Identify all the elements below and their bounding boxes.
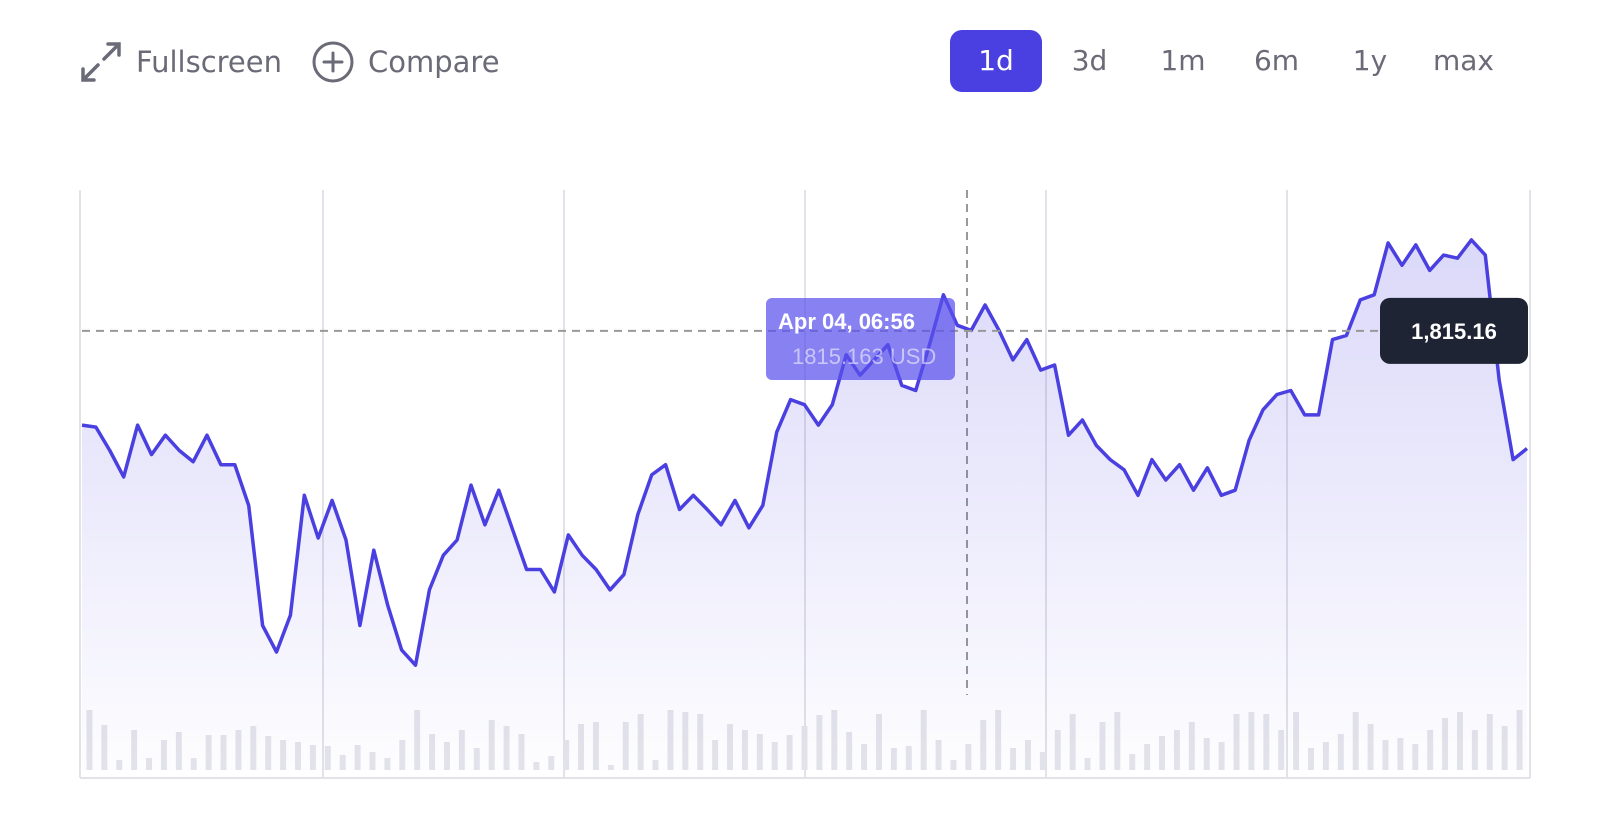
range-button[interactable]: 1m [1160,44,1206,77]
range-button[interactable]: 1d [950,30,1042,92]
tooltip-box [766,298,955,380]
range-button[interactable]: 1y [1352,44,1388,77]
fullscreen-button[interactable]: Fullscreen [80,34,282,90]
area-fill [82,239,1527,770]
fullscreen-label: Fullscreen [136,45,282,79]
price-badge [1380,297,1528,364]
fullscreen-icon [81,42,121,82]
compare-label: Compare [368,45,500,79]
tooltip-date: Apr 04, 06:56 [778,309,915,334]
compare-icon [312,41,354,83]
price-line [81,238,1529,667]
range-button[interactable]: 6m [1253,44,1300,77]
tooltip-value: 1815.163 USD [792,344,936,369]
compare-button[interactable]: Compare [312,34,500,90]
price-badge-label: 1,815.16 [1411,319,1497,344]
range-button[interactable]: 3d [1071,44,1108,77]
range-button[interactable]: max [1432,44,1494,77]
